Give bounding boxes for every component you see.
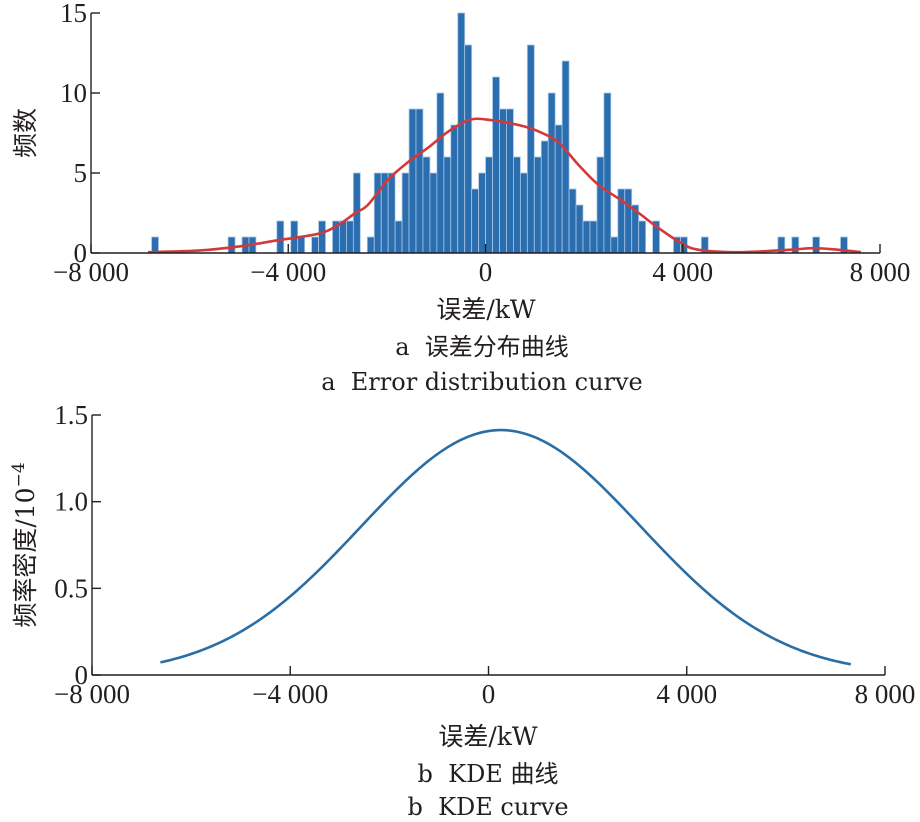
caption-cn: a 误差分布曲线: [395, 333, 569, 361]
histogram-bar: [311, 236, 319, 254]
histogram-bar: [561, 60, 570, 254]
y-tick-label: 0.5: [54, 573, 88, 603]
x-tick-label: −4 000: [250, 257, 326, 287]
histogram-bar: [408, 108, 417, 254]
x-tick-label: 4 000: [656, 679, 717, 709]
histogram-bar: [318, 220, 326, 254]
histogram-bar: [812, 236, 821, 254]
y-tick-label: 0: [75, 660, 89, 690]
histogram-bar: [568, 188, 577, 254]
histogram-bar: [540, 140, 549, 254]
histogram-bar: [151, 236, 159, 254]
histogram-bar: [297, 236, 306, 254]
histogram-bar: [429, 172, 438, 254]
histogram-bar: [526, 44, 535, 254]
histogram-bar: [471, 188, 480, 254]
y-tick-label: 10: [60, 78, 87, 108]
histogram-bar: [478, 172, 486, 254]
histogram-bar: [624, 188, 633, 254]
histogram-bar: [387, 172, 396, 254]
x-ticks: −8 000 −4 000 0 4 000 8 000: [54, 666, 915, 709]
histogram-bar: [610, 236, 619, 254]
x-axis-label: 误差/kW: [438, 722, 538, 751]
x-tick-label: 0: [482, 679, 496, 709]
kde-curve: [160, 428, 852, 666]
histogram-bar: [547, 92, 556, 254]
y-ticks: 0 5 10 15: [60, 0, 100, 268]
histogram-bars: [151, 12, 848, 254]
y-axis-label: 频数: [11, 108, 40, 158]
histogram-bar: [492, 76, 500, 254]
y-tick-label: 1.0: [54, 487, 88, 517]
histogram-bar: [589, 220, 598, 254]
histogram-bar: [415, 108, 424, 254]
y-ticks: 0 0.5 1.0 1.5: [54, 400, 101, 690]
y-axis-label-text: 频率密度/10: [11, 487, 40, 627]
histogram-bar: [603, 92, 612, 254]
histogram-bar: [276, 220, 285, 254]
histogram-bar: [373, 172, 382, 254]
y-tick-label: 0: [74, 238, 88, 268]
histogram-bar: [394, 220, 403, 254]
caption-cn: b KDE 曲线: [418, 760, 559, 788]
x-ticks: −8 000 −4 000 0 4 000 8 000: [53, 244, 910, 287]
x-tick-label: 4 000: [652, 257, 713, 287]
histogram-bar: [533, 156, 542, 254]
kde-panel: −8 000 −4 000 0 4 000 8 000 0 0.5 1.0 1.5 频率密度/…: [9, 400, 915, 821]
x-tick-label: −4 000: [252, 679, 328, 709]
histogram-bar: [575, 204, 584, 254]
histogram-bar: [499, 108, 507, 254]
x-tick-label: −8 000: [54, 679, 130, 709]
histogram-bar: [513, 156, 521, 254]
histogram-bar: [506, 108, 514, 254]
histogram-bar: [450, 124, 459, 254]
histogram-bar: [464, 44, 473, 254]
caption-en: a Error distribution curve: [321, 368, 643, 396]
histogram-bar: [436, 92, 445, 254]
y-axis-label: 频率密度/10−4: [9, 462, 40, 627]
histogram-bar: [443, 156, 452, 254]
x-axis-label: 误差/kW: [436, 295, 536, 324]
histogram-bar: [366, 236, 375, 254]
histogram-bar: [582, 220, 591, 254]
histogram-bar: [485, 156, 493, 254]
histogram-bar: [596, 156, 605, 254]
histogram-bar: [422, 156, 431, 254]
y-tick-label: 1.5: [54, 400, 88, 430]
y-tick-label: 5: [74, 158, 88, 188]
histogram-bar: [638, 220, 647, 254]
y-tick-label: 15: [60, 0, 87, 28]
histogram-bar: [457, 12, 466, 254]
y-axis-label-exponent: −4: [9, 462, 29, 487]
histogram-bar: [346, 220, 354, 254]
histogram-bar: [339, 220, 347, 254]
x-tick-label: −8 000: [53, 257, 129, 287]
error-distribution-curve: [148, 117, 862, 254]
histogram-bar: [227, 236, 236, 254]
histogram-bar: [401, 172, 410, 254]
caption-en: b KDE curve: [407, 793, 568, 821]
x-tick-label: 8 000: [855, 679, 916, 709]
x-tick-label: 8 000: [850, 257, 911, 287]
x-tick-label: 0: [479, 257, 493, 287]
histogram-bar: [519, 172, 528, 254]
